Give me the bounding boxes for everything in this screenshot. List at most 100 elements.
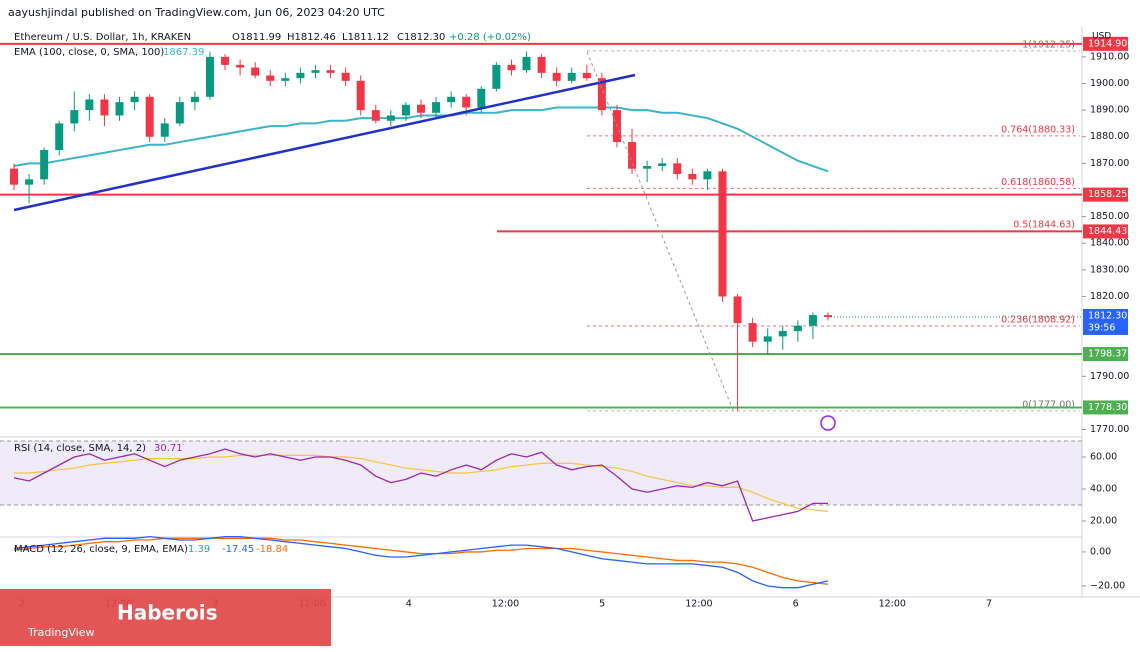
symbol: Ethereum / U.S. Dollar, 1h, KRAKEN — [14, 32, 191, 43]
ohlc-value: L1811.12 — [342, 32, 389, 43]
candle-body — [371, 110, 380, 121]
candle-body — [40, 150, 49, 180]
candle-body — [477, 88, 486, 108]
fib-label: 0.764(1880.33) — [1001, 124, 1075, 135]
x-tick-label: 4 — [406, 599, 412, 610]
candle-body — [778, 331, 787, 337]
candle-body — [673, 163, 682, 175]
candle-body — [236, 64, 245, 68]
candle-body — [296, 72, 305, 79]
y-tick-label: 1890.00 — [1090, 105, 1129, 116]
y-tick-label: 1870.00 — [1090, 158, 1129, 169]
candle-body — [748, 323, 757, 342]
candle-body — [70, 110, 79, 124]
candle-body — [115, 102, 124, 116]
candle-body — [718, 171, 727, 297]
candle-body — [628, 142, 637, 169]
watermark: Haberois — [117, 601, 217, 625]
y-tick-label: 20.00 — [1090, 516, 1117, 527]
candle-body — [824, 315, 832, 317]
fib-diagonal — [586, 51, 734, 411]
ema-label: EMA (100, close, 0, SMA, 100) — [14, 47, 164, 58]
y-tick-label: −20.00 — [1090, 580, 1125, 591]
level-tag — [1083, 36, 1128, 51]
publisher: aayushjindal published on TradingView.co… — [8, 6, 385, 19]
y-tick-label: 1910.00 — [1090, 51, 1129, 62]
y-tick-label: 1830.00 — [1090, 264, 1129, 275]
macd-label: MACD (12, 26, close, 9, EMA, EMA) — [14, 544, 188, 555]
ohlc-value: H1812.46 — [287, 32, 336, 43]
candle-body — [190, 96, 199, 103]
candle-body — [326, 70, 335, 73]
candle-body — [356, 80, 365, 111]
fib-label: 0.5(1844.63) — [1013, 219, 1075, 230]
ohlc-value: C1812.30 — [397, 32, 445, 43]
y-tick-label: 1840.00 — [1090, 238, 1129, 249]
candle-body — [432, 102, 441, 113]
x-tick-label: 5 — [599, 599, 605, 610]
level-tag — [1083, 400, 1128, 415]
fib-label: 0.618(1860.58) — [1001, 177, 1075, 188]
watermark-box — [0, 589, 331, 646]
rsi-ma-line — [14, 454, 829, 512]
last-price-tag — [1083, 308, 1128, 335]
ohlc-value: +0.28 (+0.02%) — [449, 32, 531, 43]
currency: USD — [1092, 32, 1111, 42]
candle-body — [100, 99, 109, 116]
candle-body — [160, 123, 169, 137]
candle-body — [462, 96, 471, 108]
ema-value: 1867.39 — [163, 47, 204, 58]
candle-body — [85, 99, 94, 111]
y-tick-label: 60.00 — [1090, 452, 1117, 463]
candle-body — [417, 104, 425, 113]
y-tick-label: 0.00 — [1090, 546, 1111, 557]
x-tick-label: 6 — [793, 599, 799, 610]
alert-icon[interactable] — [820, 415, 836, 431]
candle-body — [311, 70, 320, 73]
candle-body — [10, 168, 18, 185]
macd-reading: 1.39 — [188, 544, 210, 555]
candle-body — [447, 96, 456, 103]
y-tick-label: 1820.00 — [1090, 291, 1129, 302]
candle-body — [401, 104, 410, 116]
candle-body — [281, 78, 290, 81]
candle-body — [25, 179, 34, 185]
signal-line — [13, 537, 829, 585]
candle-body — [221, 56, 230, 65]
x-tick-label: 12:00 — [492, 599, 519, 610]
ohlc-value: O1811.99 — [232, 32, 281, 43]
fib-label: 1(1912.25) — [1022, 39, 1075, 50]
candle-body — [341, 72, 350, 81]
candle-body — [55, 123, 64, 151]
rsi-label: RSI (14, close, SMA, 14, 2) — [14, 443, 146, 454]
candle-body — [763, 336, 772, 342]
candle-body — [552, 72, 561, 81]
candle-body — [130, 96, 139, 103]
fib-label: 0.236(1808.92) — [1001, 314, 1075, 325]
candle-body — [251, 67, 260, 76]
level-tag — [1083, 187, 1128, 202]
rsi-band — [0, 441, 1082, 505]
y-tick-label: 1790.00 — [1090, 371, 1129, 382]
candle-body — [205, 56, 214, 97]
y-tick-label: 1900.00 — [1090, 78, 1129, 89]
rsi-line — [13, 448, 828, 522]
candle-body — [522, 56, 531, 71]
candle-body — [567, 72, 576, 81]
macd-reading: -18.84 — [256, 544, 288, 555]
candle-body — [658, 163, 667, 167]
candle-body — [175, 102, 184, 124]
level-label: 1914.90 — [1088, 38, 1127, 49]
candle-body — [145, 96, 154, 137]
level-label: 1844.43 — [1088, 226, 1127, 237]
y-tick-label: 1770.00 — [1090, 424, 1129, 435]
y-tick-label: 1850.00 — [1090, 211, 1129, 222]
y-tick-label: 1880.00 — [1090, 131, 1129, 142]
x-tick-label: 12:00 — [685, 599, 712, 610]
candle-body — [793, 325, 802, 332]
macd-reading: -17.45 — [222, 544, 254, 555]
last-price-label: 1812.30 — [1088, 310, 1127, 321]
legend-line: Ethereum / U.S. Dollar, 1h, KRAKEN — [14, 32, 191, 43]
candle-body — [643, 166, 652, 169]
